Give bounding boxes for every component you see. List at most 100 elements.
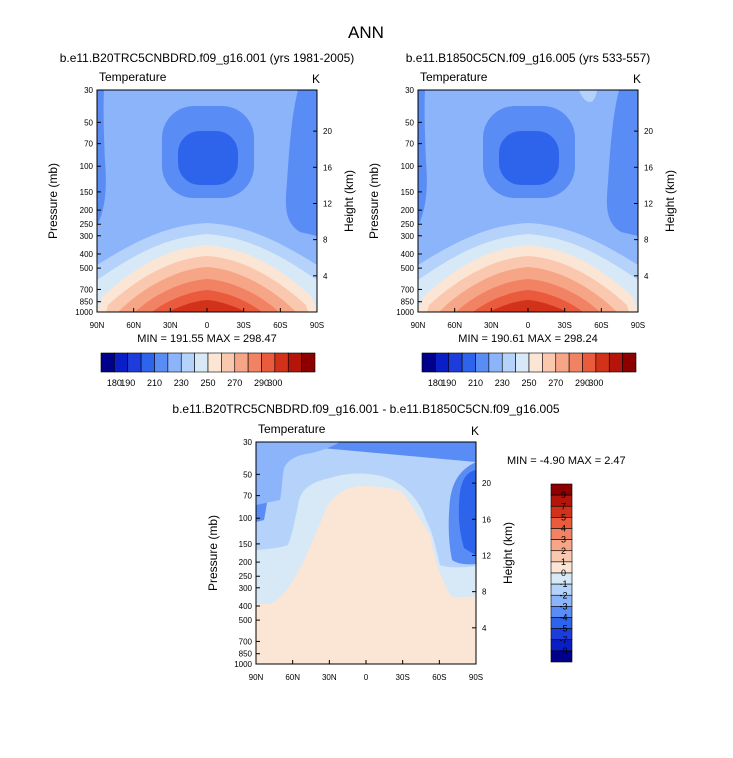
colorbar-box [448,352,463,373]
y-tick-label: 400 [239,602,253,611]
colorbar-label: 190 [441,378,456,388]
y-tick-label: 50 [84,118,93,127]
y-tick-label: 300 [401,232,415,241]
y-tick-label: 850 [239,650,253,659]
height-tick-label: 20 [482,479,491,488]
y-axis-label-height: Height (km) [501,522,515,584]
y-tick-label: 700 [80,285,94,294]
colorbar-label: -4 [559,613,567,623]
colorbar-box [435,352,450,373]
colorbar-label: 290 [575,378,590,388]
variable-label: Temperature [99,70,167,84]
colorbar-label: -3 [559,601,567,611]
y-tick-label: 70 [243,492,252,501]
panel-control-case: b.e11.B1850C5CN.f09_g16.005 (yrs 533-557… [367,51,677,345]
y-tick-label: 250 [239,572,253,581]
colorbar-box [301,352,316,373]
units-label: K [633,72,641,86]
colorbar-label: 230 [174,378,189,388]
height-tick-label: 4 [482,624,487,633]
y-tick-label: 300 [239,584,253,593]
x-tick-label: 0 [205,321,210,330]
height-tick-label: 8 [644,236,649,245]
y-tick-label: 70 [84,140,93,149]
colorbar-box [515,352,530,373]
colorbar-label: 250 [200,378,215,388]
x-tick-label: 30S [237,321,251,330]
y-tick-label: 100 [239,514,253,523]
contour-band-warm-8 [489,300,567,312]
colorbar-label: 300 [267,378,282,388]
units-label: K [312,72,320,86]
y-tick-label: 100 [80,162,94,171]
y-tick-label: 50 [243,470,252,479]
x-tick-label: 90N [90,321,105,330]
y-tick-label: 700 [239,637,253,646]
colorbar-box [582,352,597,373]
colorbar-box [207,352,222,373]
x-tick-label: 0 [526,321,531,330]
height-tick-label: 12 [644,199,653,208]
x-tick-label: 90S [469,673,483,682]
x-tick-label: 30N [322,673,337,682]
colorbar-box [475,352,490,373]
height-tick-label: 16 [644,163,653,172]
colorbar-box [154,352,169,373]
colorbar-label: 270 [227,378,242,388]
y-tick-label: 500 [401,264,415,273]
y-tick-label: 500 [80,264,94,273]
colorbar-label: 9 [561,490,566,500]
colorbar-box [568,352,583,373]
contour-field [97,90,317,312]
x-tick-label: 90S [310,321,324,330]
colorbar-box [555,352,570,373]
y-tick-label: 250 [401,220,415,229]
y-tick-label: 200 [239,558,253,567]
contour-field [418,90,638,312]
colorbar-label: 3 [561,535,566,545]
panel-title: b.e11.B20TRC5CNBDRD.f09_g16.001 - b.e11.… [172,402,559,416]
y-tick-label: 700 [401,285,415,294]
colorbar-box [247,352,262,373]
colorbar-box [221,352,236,373]
contour-band-warm-8 [168,300,246,312]
colorbar-box [550,650,573,663]
height-tick-label: 8 [482,588,487,597]
colorbar-box [194,352,209,373]
x-tick-label: 30N [484,321,499,330]
x-tick-label: 60N [126,321,141,330]
y-tick-label: 300 [80,232,94,241]
x-tick-label: 90S [631,321,645,330]
contour-band-tropopause-edge [418,90,638,236]
height-tick-label: 8 [323,236,328,245]
colorbar-box [461,352,476,373]
colorbar-box [167,352,182,373]
x-tick-label: 60S [432,673,446,682]
y-axis-label-height: Height (km) [663,170,677,232]
x-tick-label: 60S [273,321,287,330]
y-tick-label: 50 [405,118,414,127]
colorbar-box [114,352,129,373]
y-tick-label: 200 [401,206,415,215]
colorbar-box [127,352,142,373]
colorbar-label: -1 [559,579,567,589]
colorbar-box [421,352,436,373]
colorbar-label: 180 [107,378,122,388]
colorbar-box [287,352,302,373]
y-axis-label-pressure: Pressure (mb) [46,163,60,239]
colorbar-label: 270 [548,378,563,388]
height-tick-label: 16 [323,163,332,172]
units-label: K [471,424,479,438]
x-tick-label: 60N [285,673,300,682]
colorbar-label: 190 [120,378,135,388]
x-tick-label: 0 [364,673,369,682]
panel-difference: b.e11.B20TRC5CNBDRD.f09_g16.001 - b.e11.… [172,402,626,665]
colorbar-label: 2 [561,546,566,556]
contour-band-minus-2-inner [256,442,340,505]
panel-model-case: b.e11.B20TRC5CNBDRD.f09_g16.001 (yrs 198… [46,51,356,345]
colorbar-box [234,352,249,373]
colorbar-box [488,352,503,373]
height-tick-label: 4 [323,272,328,281]
y-tick-label: 30 [405,86,414,95]
